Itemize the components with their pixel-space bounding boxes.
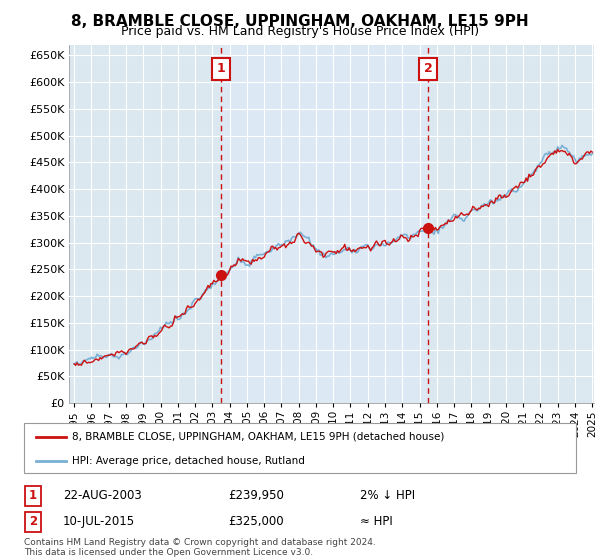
Text: Price paid vs. HM Land Registry's House Price Index (HPI): Price paid vs. HM Land Registry's House … [121, 25, 479, 38]
Text: 2% ↓ HPI: 2% ↓ HPI [360, 489, 415, 502]
Text: 2: 2 [424, 62, 433, 76]
Text: Contains HM Land Registry data © Crown copyright and database right 2024.
This d: Contains HM Land Registry data © Crown c… [24, 538, 376, 557]
Text: 2: 2 [29, 515, 37, 529]
Text: 8, BRAMBLE CLOSE, UPPINGHAM, OAKHAM, LE15 9PH (detached house): 8, BRAMBLE CLOSE, UPPINGHAM, OAKHAM, LE1… [72, 432, 445, 442]
Text: 8, BRAMBLE CLOSE, UPPINGHAM, OAKHAM, LE15 9PH: 8, BRAMBLE CLOSE, UPPINGHAM, OAKHAM, LE1… [71, 14, 529, 29]
Text: £325,000: £325,000 [228, 515, 284, 529]
Text: ≈ HPI: ≈ HPI [360, 515, 393, 529]
Text: 1: 1 [29, 489, 37, 502]
Text: HPI: Average price, detached house, Rutland: HPI: Average price, detached house, Rutl… [72, 456, 305, 465]
Text: 10-JUL-2015: 10-JUL-2015 [63, 515, 135, 529]
Text: 22-AUG-2003: 22-AUG-2003 [63, 489, 142, 502]
Bar [221, 45, 428, 403]
Text: £239,950: £239,950 [228, 489, 284, 502]
Text: 1: 1 [217, 62, 226, 76]
